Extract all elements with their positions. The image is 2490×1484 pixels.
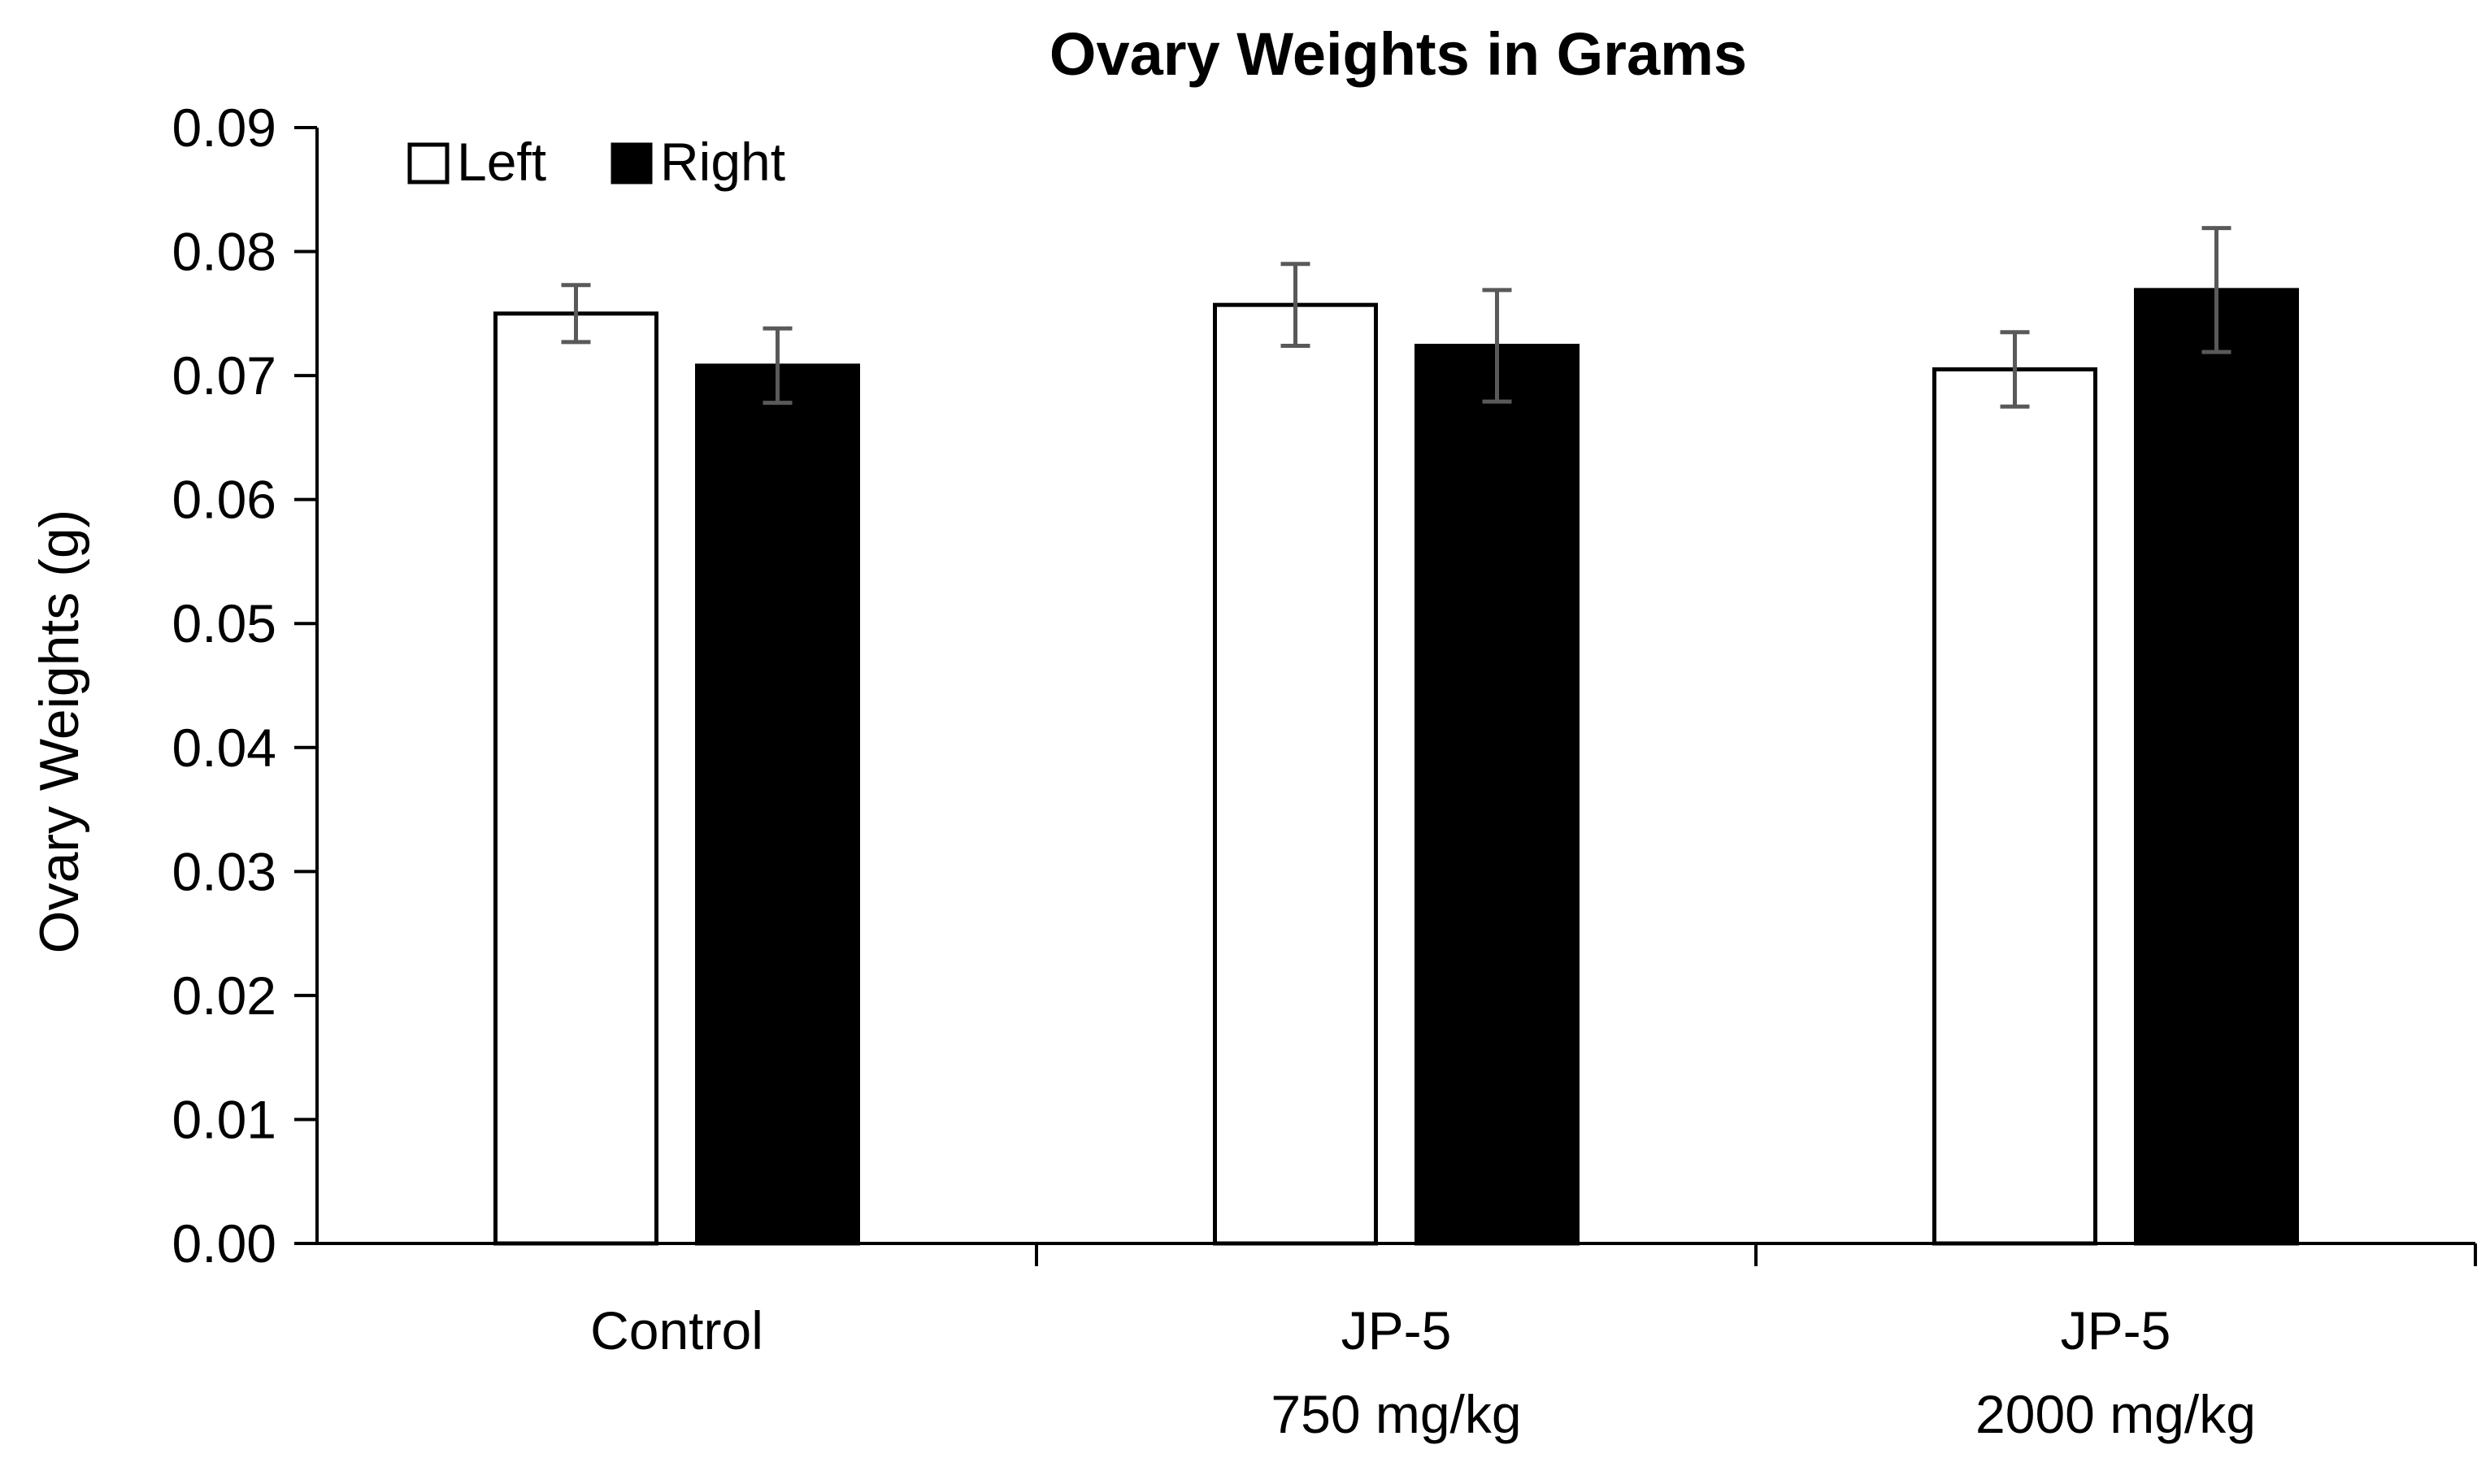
y-tick-label: 0.01 bbox=[172, 1089, 276, 1149]
y-tick-label: 0.00 bbox=[172, 1213, 276, 1274]
y-tick-label: 0.06 bbox=[172, 470, 276, 530]
y-tick-label: 0.04 bbox=[172, 718, 276, 778]
legend-label-left: Left bbox=[457, 132, 546, 192]
y-tick-label: 0.03 bbox=[172, 841, 276, 901]
x-category-label: JP-5 bbox=[1341, 1300, 1452, 1360]
y-tick-label: 0.07 bbox=[172, 345, 276, 406]
legend-swatch-left bbox=[407, 142, 450, 184]
legend: Left Right bbox=[407, 132, 785, 192]
y-tick-label: 0.02 bbox=[172, 965, 276, 1026]
bars-group bbox=[493, 288, 2299, 1246]
legend-label-right: Right bbox=[660, 132, 785, 192]
y-axis-ticks: 0.00 0.01 0.02 0.03 0.04 0.05 0.06 0.07 0.08 0.09 bbox=[172, 98, 317, 1274]
chart-title: Ovary Weights in Grams bbox=[1049, 20, 1747, 88]
bar-right-2 bbox=[2134, 288, 2299, 1246]
error-bars-group bbox=[561, 226, 2231, 409]
x-category-label: 2000 mg/kg bbox=[1975, 1384, 2256, 1444]
y-tick-label: 0.08 bbox=[172, 222, 276, 282]
x-category-label: Control bbox=[590, 1300, 763, 1360]
bar-left-0 bbox=[493, 311, 658, 1246]
y-tick-label: 0.09 bbox=[172, 98, 276, 158]
bar-left-2 bbox=[1932, 367, 2097, 1246]
x-category-label: 750 mg/kg bbox=[1271, 1384, 1521, 1444]
x-axis-labels: Control JP-5 750 mg/kg JP-5 2000 mg/kg bbox=[590, 1300, 2256, 1444]
y-tick-label: 0.05 bbox=[172, 593, 276, 653]
x-category-label: JP-5 bbox=[2061, 1300, 2171, 1360]
bar-right-1 bbox=[1414, 343, 1580, 1246]
y-axis-label: Ovary Weights (g) bbox=[28, 510, 90, 954]
bar-left-1 bbox=[1213, 302, 1378, 1246]
legend-swatch-right bbox=[611, 142, 653, 184]
axes-group bbox=[315, 128, 2477, 1266]
bar-right-0 bbox=[695, 363, 860, 1246]
